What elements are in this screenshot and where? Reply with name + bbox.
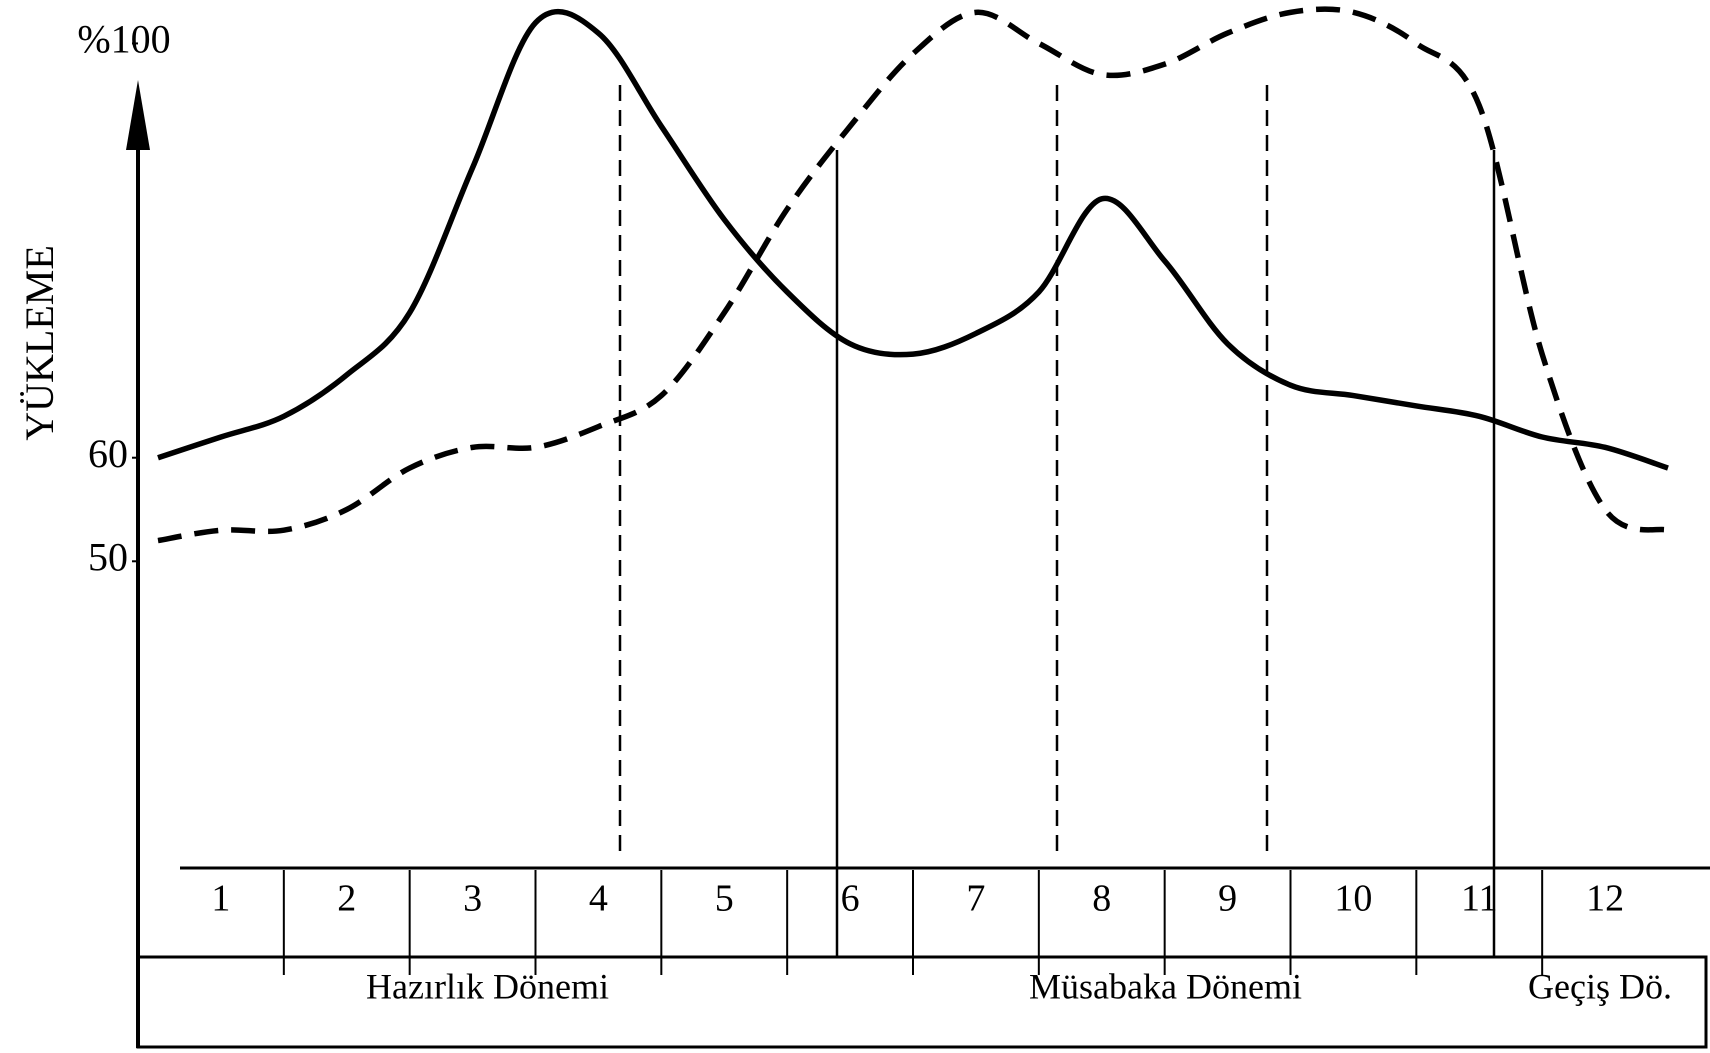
- month-label: 8: [1092, 878, 1111, 920]
- month-label: 6: [841, 878, 860, 920]
- month-label: 9: [1218, 878, 1237, 920]
- y-tick-label: 60: [88, 431, 128, 476]
- period-label: Müsabaka Dönemi: [1029, 966, 1302, 1006]
- period-label: Hazırlık Dönemi: [366, 966, 609, 1006]
- y-axis-arrow: [126, 80, 150, 150]
- month-label: 11: [1461, 878, 1498, 920]
- period-box: [136, 955, 1708, 1049]
- month-label: 2: [337, 878, 356, 920]
- load-curve: [157, 8, 1669, 471]
- month-label: 7: [966, 878, 985, 920]
- y-axis-label: YÜKLEME: [17, 245, 62, 441]
- month-label: 5: [715, 878, 734, 920]
- y-tick-label: %100: [77, 17, 170, 62]
- month-label: 3: [463, 878, 482, 920]
- month-label: 1: [211, 878, 230, 920]
- month-label: 10: [1334, 878, 1372, 920]
- period-label: Geçiş Dö.: [1528, 966, 1672, 1006]
- month-label: 4: [589, 878, 608, 920]
- load-curve: [157, 6, 1669, 544]
- y-tick-label: 50: [88, 534, 128, 579]
- month-label: 12: [1586, 878, 1624, 920]
